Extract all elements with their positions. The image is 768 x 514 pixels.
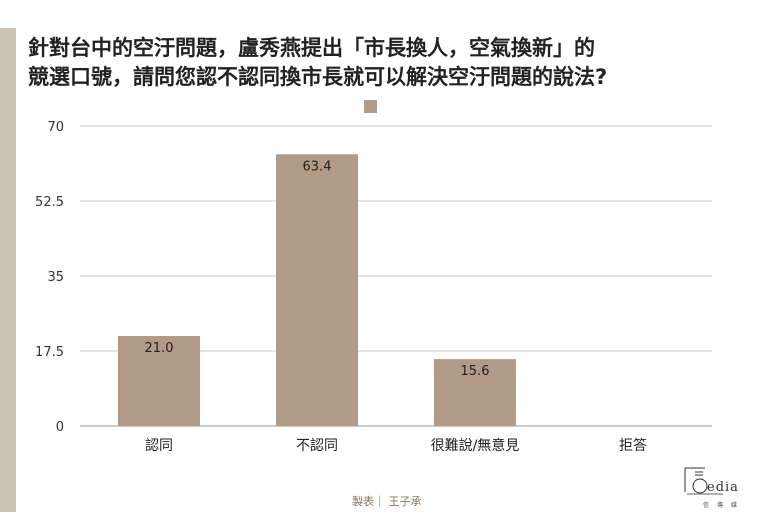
x-tick-label: 拒答 [619,437,647,454]
bar [118,336,200,426]
y-tick-label: 0 [56,420,64,435]
y-tick-label: 17.5 [35,345,64,360]
x-tick-label: 不認同 [296,438,338,454]
logo-text: edia [707,480,739,495]
media-logo: edia 信傳媒 [683,466,763,510]
legend-swatch [364,100,377,113]
bar-value-label: 15.6 [461,364,490,379]
chart-title-line-2: 競選口號，請問您認不認同換市長就可以解決空汙問題的說法? [28,65,608,89]
y-tick-label: 35 [47,270,64,285]
decorative-side-bar [0,28,16,512]
x-tick-label: 認同 [145,438,173,454]
x-tick-label: 很難說/無意見 [431,437,520,454]
y-tick-label: 52.5 [35,195,64,210]
bar [276,154,358,427]
chart-title: 針對台中的空汙問題，盧秀燕提出「市長換人，空氣換新」的 競選口號，請問您認不認同… [28,34,748,92]
logo-subtext: 信傳媒 [703,502,746,509]
chart-title-line-1: 針對台中的空汙問題，盧秀燕提出「市長換人，空氣換新」的 [28,36,595,60]
bar [434,359,516,426]
footer-credit: 製表｜ 王子承 [352,495,422,508]
y-tick-label: 70 [47,120,64,135]
bar-value-label: 21.0 [145,341,174,356]
logo-mark-icon [684,467,723,495]
bar-value-label: 63.4 [303,159,332,174]
